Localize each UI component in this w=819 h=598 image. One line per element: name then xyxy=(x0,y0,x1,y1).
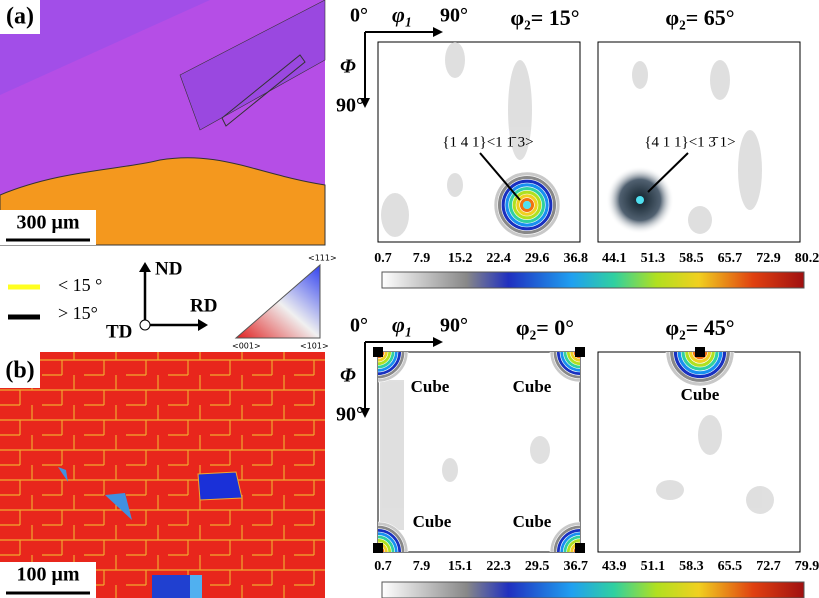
colorbar-label: 36.7 xyxy=(563,559,588,574)
ebsd-map-a: (a) 300 μm xyxy=(0,0,326,246)
orientation-point xyxy=(523,201,531,209)
axis-label: 90° xyxy=(440,315,468,337)
panel-label: (a) xyxy=(6,4,34,30)
colorbar-label: 0.7 xyxy=(374,559,392,574)
axis-label: φ₁ xyxy=(392,312,413,337)
colorbar-label: 36.8 xyxy=(563,251,588,266)
colorbar-label: 72.9 xyxy=(756,251,781,266)
cube-label: Cube xyxy=(513,377,552,396)
colorbar-label: 51.3 xyxy=(641,251,666,266)
colorbar-label: 51.1 xyxy=(641,559,666,574)
axis-label: 90° xyxy=(336,95,364,117)
colorbar-label: 15.1 xyxy=(448,559,473,574)
orientation-label: {1 4 1}<1 1̄ 3> xyxy=(442,134,533,150)
orientation-label: {4 1 1}<1 3̄ 1> xyxy=(644,134,735,150)
axis-label: φ₁ xyxy=(392,2,413,27)
section-title: φ₂= 15° xyxy=(510,5,579,30)
scale-bar-label: 300 μm xyxy=(17,212,80,234)
colorbar-label: 43.9 xyxy=(602,559,627,574)
axis-label: 0° xyxy=(350,315,368,337)
section-title: φ₂= 65° xyxy=(665,5,734,30)
legend-low: < 15 ° xyxy=(58,275,102,295)
axis-label: 0° xyxy=(350,5,368,27)
section-title: φ₂= 45° xyxy=(665,315,734,340)
colorbar-label: 72.7 xyxy=(756,559,781,574)
colorbar-label: 80.2 xyxy=(795,251,819,266)
colorbar-label: 65.7 xyxy=(718,251,743,266)
cube-label: Cube xyxy=(413,512,452,531)
ebsd-map-b: (b) 100 μm xyxy=(0,352,325,598)
axis-label: 90° xyxy=(336,404,364,426)
axis-td: TD xyxy=(106,321,132,342)
legend-high: > 15° xyxy=(58,303,98,323)
cube-label: Cube xyxy=(681,385,720,404)
colorbar-label: 29.5 xyxy=(525,559,550,574)
ipf-label: <001> xyxy=(232,342,261,351)
axis-label: Φ xyxy=(340,56,356,78)
axis-rd: RD xyxy=(190,295,217,316)
axis-nd: ND xyxy=(155,258,182,279)
scale-bar-label: 100 μm xyxy=(17,564,80,586)
colorbar xyxy=(381,271,805,289)
legend: < 15 ° > 15° ND RD TD <111> <001> <101> xyxy=(8,254,337,351)
colorbar-label: 22.3 xyxy=(486,559,511,574)
colorbar-label: 29.6 xyxy=(525,251,550,266)
cube-label: Cube xyxy=(411,377,450,396)
ipf-label: <101> xyxy=(300,342,329,351)
colorbar-label: 7.9 xyxy=(413,251,431,266)
colorbar xyxy=(381,581,805,598)
colorbar-label: 44.1 xyxy=(602,251,627,266)
colorbar-label: 22.4 xyxy=(486,251,511,266)
colorbar-label: 79.9 xyxy=(795,559,819,574)
cube-label: Cube xyxy=(513,512,552,531)
axis-label: 90° xyxy=(440,5,468,27)
ipf-label: <111> xyxy=(308,254,337,263)
axis-label: Φ xyxy=(340,365,356,387)
colorbar-label: 65.5 xyxy=(718,559,743,574)
colorbar-label: 15.2 xyxy=(448,251,473,266)
odf-top: 0° φ₁ 90° Φ 90° φ₂= 15° φ₂= 65° {1 4 1}<… xyxy=(336,2,819,289)
section-title: φ₂= 0° xyxy=(516,315,574,340)
odf-bottom: 0° φ₁ 90° Φ 90° φ₂= 0° φ₂= 45° Cube Cube… xyxy=(336,312,819,598)
colorbar-label: 58.5 xyxy=(679,251,704,266)
colorbar-label: 0.7 xyxy=(374,251,392,266)
colorbar-label: 7.9 xyxy=(413,559,431,574)
panel-label: (b) xyxy=(5,358,34,384)
colorbar-label: 58.3 xyxy=(679,559,704,574)
